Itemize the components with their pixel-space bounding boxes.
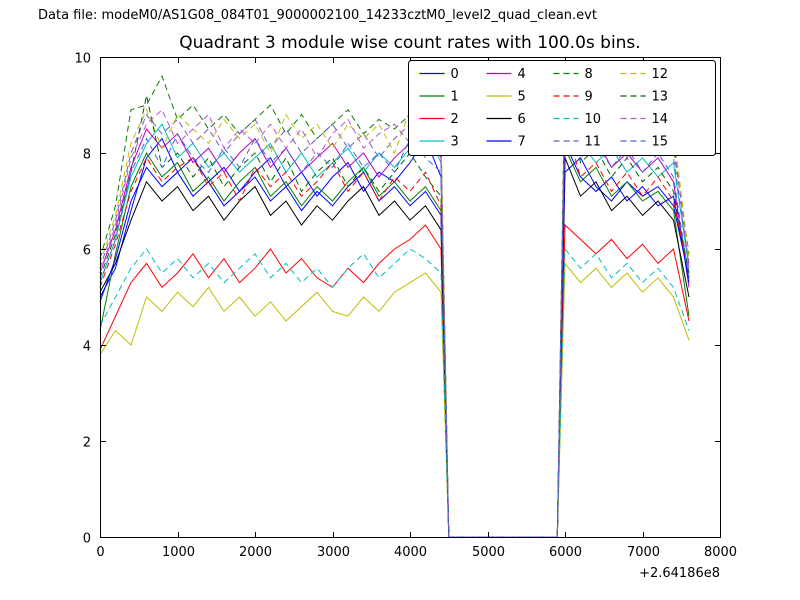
x-tick-label: 1000 xyxy=(162,545,195,560)
legend-label-13: 13 xyxy=(652,90,669,105)
series-line-1 xyxy=(99,147,690,538)
x-tick-label: 0 xyxy=(96,545,104,560)
legend-label-6: 6 xyxy=(518,112,526,127)
plot-frame xyxy=(100,57,721,538)
y-tick-label: 8 xyxy=(83,148,91,163)
legend-label-1: 1 xyxy=(451,90,459,105)
legend-label-4: 4 xyxy=(518,67,526,82)
series-line-12 xyxy=(99,98,690,538)
legend-label-9: 9 xyxy=(585,90,593,105)
legend-label-0: 0 xyxy=(451,67,459,82)
x-tick-label: 8000 xyxy=(704,545,737,560)
series-line-5 xyxy=(99,262,690,538)
series-line-10 xyxy=(99,247,690,538)
y-tick-label: 4 xyxy=(83,340,91,355)
series-line-0 xyxy=(99,137,690,538)
legend-label-8: 8 xyxy=(585,67,593,82)
axes: 0 1000 2000 3000 4000 5000 6000 7000 80000246810… xyxy=(74,52,737,582)
legend-label-15: 15 xyxy=(652,135,669,150)
y-tick-label: 2 xyxy=(83,436,91,451)
legend-box xyxy=(408,60,716,156)
legend-label-11: 11 xyxy=(585,135,602,150)
legend-label-14: 14 xyxy=(652,112,669,127)
x-tick-label: 3000 xyxy=(317,545,350,560)
x-tick-label: 4000 xyxy=(394,545,427,560)
series-line-9 xyxy=(99,124,690,538)
legend-label-7: 7 xyxy=(518,135,526,150)
y-tick-label: 10 xyxy=(74,52,91,67)
chart-title: Quadrant 3 module wise count rates with … xyxy=(179,33,641,53)
series-line-15 xyxy=(99,109,690,538)
y-tick-label: 6 xyxy=(83,244,91,259)
x-tick-label: 6000 xyxy=(549,545,582,560)
legend-label-12: 12 xyxy=(652,67,669,82)
x-axis-offset-label: +2.64186e8 xyxy=(639,566,720,581)
y-tick-label: 0 xyxy=(83,532,91,547)
legend-label-10: 10 xyxy=(585,112,602,127)
series-line-2 xyxy=(99,223,690,538)
x-tick-label: 2000 xyxy=(239,545,272,560)
x-tick-label: 7000 xyxy=(627,545,660,560)
series-line-7 xyxy=(99,143,690,538)
series-line-6 xyxy=(99,157,690,538)
legend-label-3: 3 xyxy=(451,135,459,150)
legend-label-2: 2 xyxy=(451,112,459,127)
legend-label-5: 5 xyxy=(518,90,526,105)
x-tick-label: 5000 xyxy=(472,545,505,560)
series-line-11 xyxy=(99,90,690,538)
data-file-label: Data file: modeM0/AS1G08_084T01_90000021… xyxy=(38,8,597,23)
series-line-13 xyxy=(99,71,690,538)
